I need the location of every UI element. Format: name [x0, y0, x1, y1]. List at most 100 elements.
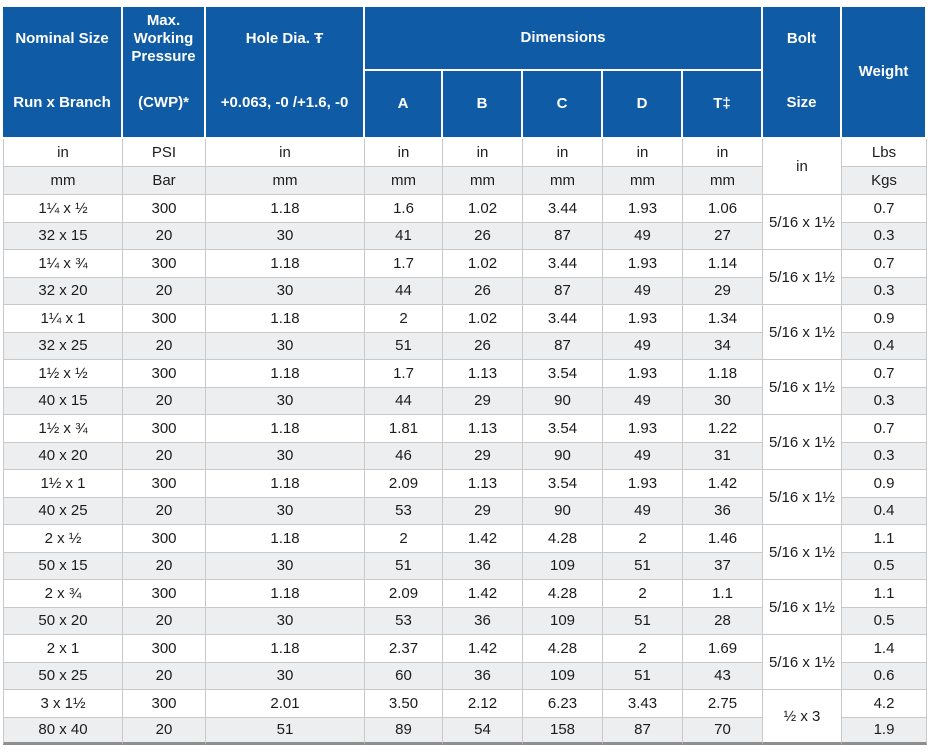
spec-row-imperial: 2 x 1 300 1.18 2.37 1.42 4.28 2 1.69 5/16 x 1½ 1.…	[3, 635, 927, 690]
spec-cell: 3.43	[603, 690, 683, 718]
spec-cell: 90	[523, 442, 603, 470]
weight-lbs-cell: 0.9	[842, 305, 927, 333]
spec-cell: 26	[443, 222, 523, 250]
spec-row-imperial: 1½ x 1 300 1.18 2.09 1.13 3.54 1.93 1.42 5/16 x …	[3, 470, 927, 525]
spec-cell: 30	[206, 662, 365, 690]
spec-cell: 109	[523, 552, 603, 580]
unit-cell: mm	[206, 167, 365, 195]
spec-cell: 49	[603, 497, 683, 525]
unit-cell: in	[603, 139, 683, 167]
spec-cell: 158	[523, 717, 603, 745]
spec-cell: 1.18	[206, 360, 365, 388]
spec-cell: 1.7	[365, 250, 443, 278]
unit-cell: mm	[365, 167, 443, 195]
spec-cell: 2 x ½	[3, 525, 123, 553]
spec-cell: 50 x 15	[3, 552, 123, 580]
spec-cell: 300	[123, 690, 206, 718]
spec-cell: 6.23	[523, 690, 603, 718]
spec-cell: 1.93	[603, 360, 683, 388]
header-cwp-label: (CWP)*	[138, 94, 189, 111]
spec-cell: 1¼ x ¾	[3, 250, 123, 278]
spec-cell: 1.13	[443, 360, 523, 388]
spec-cell: 30	[206, 607, 365, 635]
spec-cell: 1.18	[206, 250, 365, 278]
spec-cell: 87	[523, 332, 603, 360]
spec-cell: 1.34	[683, 305, 763, 333]
spec-cell: 1.02	[443, 195, 523, 223]
spec-cell: 1.1	[683, 580, 763, 608]
spec-cell: 300	[123, 305, 206, 333]
spec-cell: 20	[123, 607, 206, 635]
spec-cell: 51	[603, 552, 683, 580]
spec-cell: 54	[443, 717, 523, 745]
spec-cell: 3.54	[523, 470, 603, 498]
spec-cell: 3 x 1½	[3, 690, 123, 718]
spec-row-metric: 40 x 25 20 30 53 29 90 49 36 0.4	[3, 497, 927, 525]
header-dim-t: T‡	[683, 71, 763, 139]
spec-cell: 46	[365, 442, 443, 470]
weight-lbs-cell: 0.7	[842, 250, 927, 278]
spec-cell: 20	[123, 277, 206, 305]
spec-cell: 1.18	[206, 470, 365, 498]
spec-cell: 1.6	[365, 195, 443, 223]
spec-cell: 40 x 15	[3, 387, 123, 415]
spec-cell: 1.14	[683, 250, 763, 278]
spec-cell: 1.18	[683, 360, 763, 388]
unit-cell-weight: Lbs	[842, 139, 927, 167]
spec-cell: 43	[683, 662, 763, 690]
bolt-size-cell: 5/16 x 1½	[763, 580, 842, 635]
spec-cell: 3.54	[523, 415, 603, 443]
spec-cell: 29	[443, 387, 523, 415]
spec-cell: 300	[123, 525, 206, 553]
spec-cell: 80 x 40	[3, 717, 123, 745]
spec-cell: 30	[683, 387, 763, 415]
spec-cell: 30	[206, 497, 365, 525]
weight-lbs-cell: 0.7	[842, 415, 927, 443]
spec-row-metric: 40 x 20 20 30 46 29 90 49 31 0.3	[3, 442, 927, 470]
header-max-working-pressure-label: Max. Working Pressure	[131, 12, 196, 65]
weight-lbs-cell: 0.9	[842, 470, 927, 498]
spec-cell: 36	[443, 662, 523, 690]
spec-cell: 87	[523, 277, 603, 305]
spec-cell: 300	[123, 580, 206, 608]
spec-cell: 2.01	[206, 690, 365, 718]
spec-cell: 1¼ x ½	[3, 195, 123, 223]
weight-kgs-cell: 0.5	[842, 552, 927, 580]
spec-cell: 60	[365, 662, 443, 690]
spec-cell: 300	[123, 360, 206, 388]
spec-cell: 2	[365, 525, 443, 553]
weight-lbs-cell: 1.4	[842, 635, 927, 663]
unit-cell: in	[443, 139, 523, 167]
header-hole-dia-tolerance: +0.063, -0 /+1.6, -0	[220, 94, 349, 111]
spec-cell: 1.06	[683, 195, 763, 223]
spec-cell: 2 x ¾	[3, 580, 123, 608]
spec-cell: 32 x 25	[3, 332, 123, 360]
spec-cell: 4.28	[523, 580, 603, 608]
spec-cell: 49	[603, 222, 683, 250]
unit-cell: in	[365, 139, 443, 167]
spec-cell: 49	[603, 277, 683, 305]
spec-cell: 37	[683, 552, 763, 580]
spec-cell: 3.44	[523, 195, 603, 223]
spec-row-metric: 50 x 25 20 30 60 36 109 51 43 0.6	[3, 662, 927, 690]
spec-cell: 1.18	[206, 195, 365, 223]
spec-cell: 1.93	[603, 195, 683, 223]
spec-row-imperial: 1¼ x ¾ 300 1.18 1.7 1.02 3.44 1.93 1.14 5/16 x 1…	[3, 250, 927, 305]
spec-cell: 51	[365, 552, 443, 580]
bolt-size-cell: 5/16 x 1½	[763, 305, 842, 360]
spec-row-metric: 32 x 15 20 30 41 26 87 49 27 0.3	[3, 222, 927, 250]
spec-cell: 2	[365, 305, 443, 333]
spec-cell: 1.93	[603, 250, 683, 278]
header-dim-c: C	[523, 71, 603, 139]
unit-cell: mm	[3, 167, 123, 195]
spec-cell: 89	[365, 717, 443, 745]
spec-cell: 20	[123, 387, 206, 415]
spec-row-imperial: 2 x ½ 300 1.18 2 1.42 4.28 2 1.46 5/16 x 1½ 1.1	[3, 525, 927, 580]
spec-cell: 29	[683, 277, 763, 305]
weight-kgs-cell: 0.4	[842, 497, 927, 525]
unit-cell: mm	[683, 167, 763, 195]
spec-cell: 70	[683, 717, 763, 745]
spec-cell: 30	[206, 442, 365, 470]
bolt-size-cell: 5/16 x 1½	[763, 470, 842, 525]
header-dim-b: B	[443, 71, 523, 139]
